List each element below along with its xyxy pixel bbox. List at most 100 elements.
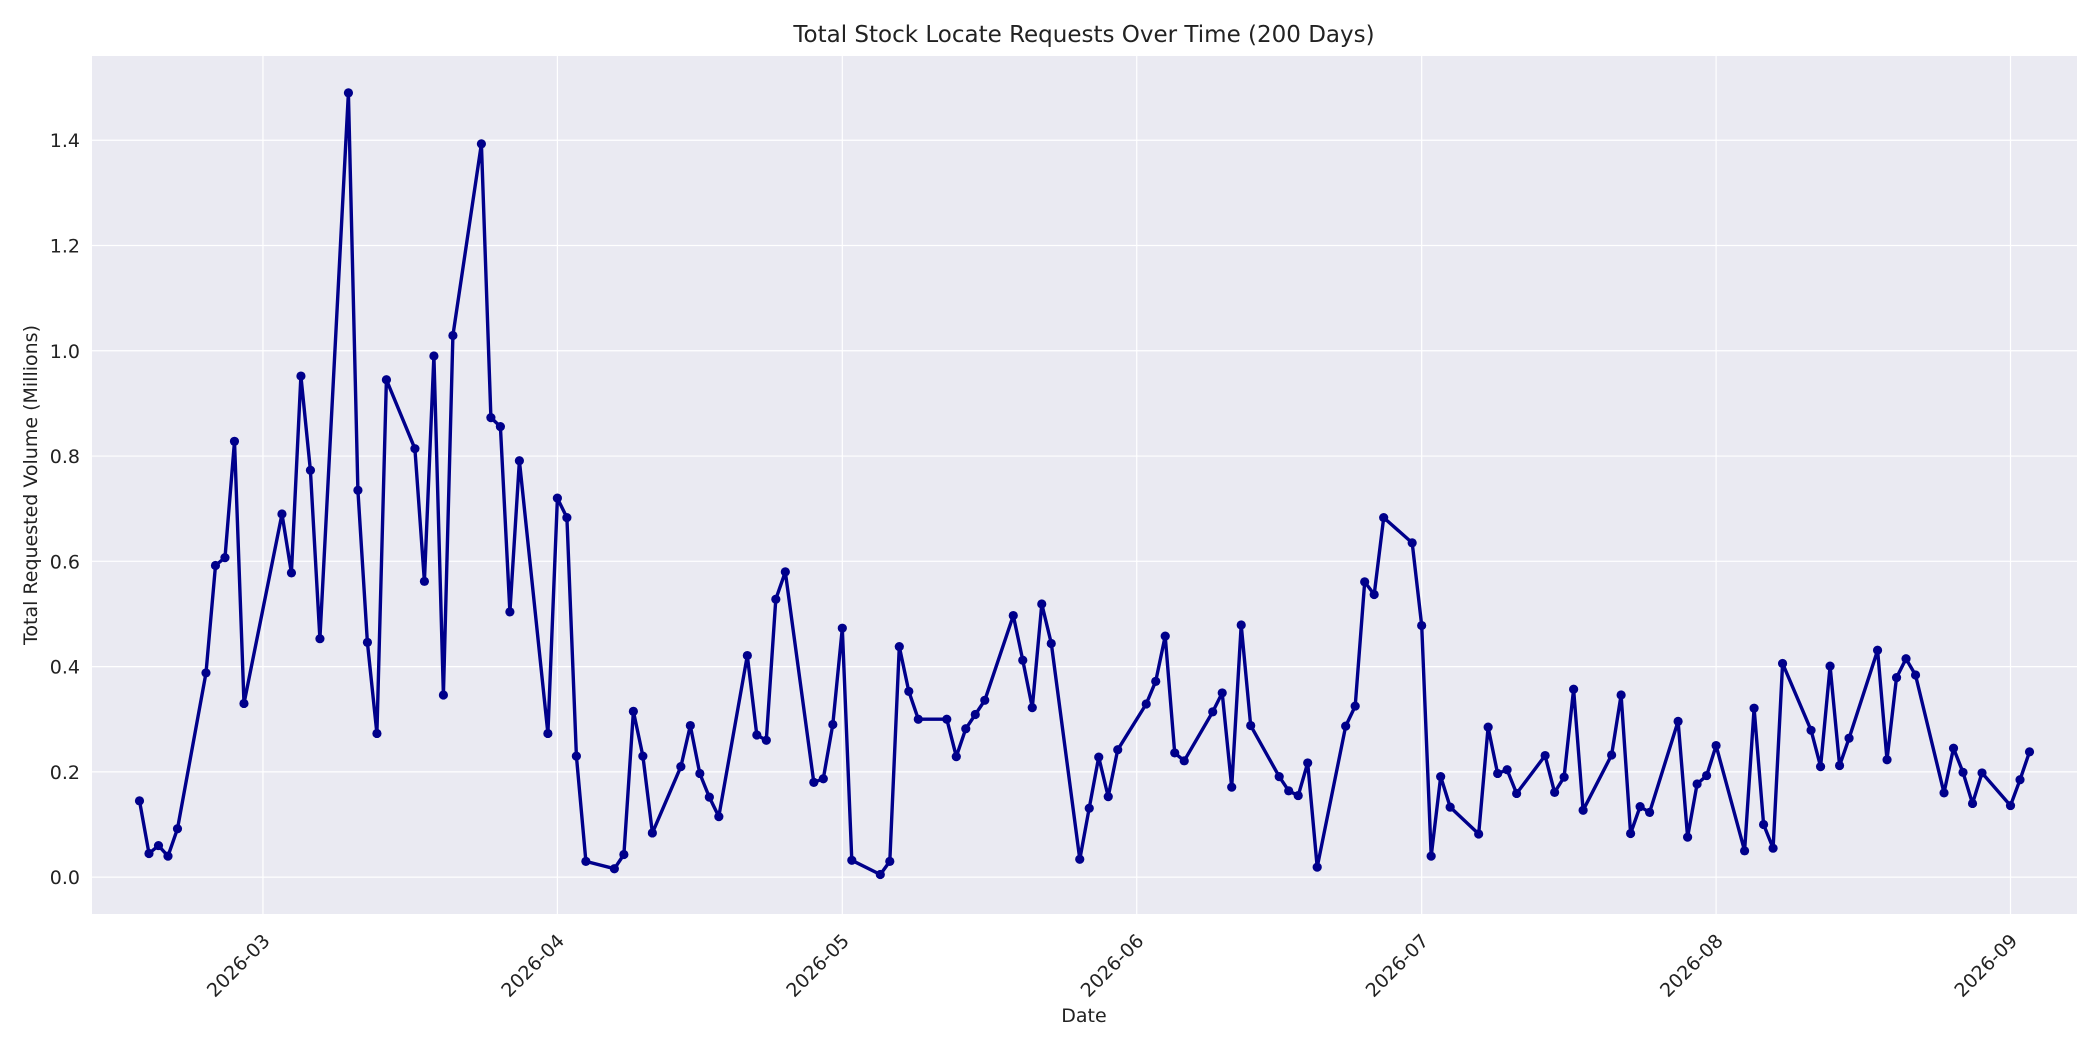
- data-point: [1958, 767, 1968, 778]
- data-point: [1701, 770, 1712, 781]
- data-point: [1626, 828, 1636, 839]
- data-point: [1027, 703, 1037, 713]
- data-point: [1882, 755, 1892, 765]
- data-point: [1540, 750, 1550, 761]
- data-point: [1939, 788, 1949, 798]
- data-point: [362, 637, 373, 647]
- chart-title: Total Stock Locate Requests Over Time (2…: [792, 22, 1374, 48]
- x-tick-label: 2026-08: [1656, 930, 1728, 1002]
- y-axis: 0.0 0.2 0.4 0.6 0.8 1.0 1.2 1.4: [50, 130, 80, 889]
- data-point: [1673, 716, 1683, 726]
- grid: [92, 56, 2077, 914]
- data-point: [818, 774, 828, 784]
- data-point: [210, 560, 221, 571]
- data-point: [476, 139, 487, 149]
- data-point: [1512, 788, 1522, 799]
- data-point: [286, 568, 297, 578]
- x-tick-label: 2026-06: [1077, 930, 1149, 1002]
- data-point: [1341, 721, 1351, 731]
- data-point: [904, 686, 914, 696]
- data-point: [1474, 829, 1484, 839]
- data-point: [1445, 802, 1455, 812]
- data-point: [1350, 701, 1360, 711]
- data-point: [714, 812, 724, 822]
- data-point: [419, 576, 430, 586]
- data-point: [1284, 786, 1294, 796]
- data-point: [1493, 768, 1503, 779]
- data-point: [1084, 803, 1094, 813]
- data-point: [885, 856, 895, 866]
- x-tick-label: 2026-03: [203, 930, 275, 1002]
- data-point: [704, 792, 714, 802]
- data-point: [685, 720, 695, 731]
- x-tick-label: 2026-04: [497, 930, 569, 1002]
- data-point: [1692, 779, 1702, 789]
- data-point: [343, 88, 354, 98]
- data-point: [1094, 752, 1104, 762]
- data-point: [752, 730, 762, 740]
- y-tick-label: 0.4: [50, 657, 80, 679]
- data-point: [1103, 792, 1113, 802]
- y-tick-label: 1.2: [50, 235, 80, 257]
- data-point: [1227, 782, 1237, 792]
- data-point: [562, 513, 572, 523]
- data-point: [353, 485, 363, 495]
- data-point: [1170, 748, 1180, 758]
- data-point: [438, 690, 449, 700]
- data-point: [1739, 846, 1750, 856]
- y-tick-label: 1.4: [50, 130, 80, 152]
- data-point: [315, 634, 325, 644]
- data-point: [1806, 725, 1816, 735]
- data-point: [1303, 758, 1313, 768]
- data-point: [828, 719, 838, 730]
- data-point: [1607, 750, 1617, 760]
- data-point: [1901, 654, 1911, 664]
- data-point: [410, 444, 420, 454]
- data-point: [1293, 790, 1303, 801]
- data-point: [1008, 610, 1018, 621]
- data-point: [2005, 800, 2016, 811]
- data-point: [894, 641, 904, 652]
- data-point: [448, 330, 458, 341]
- data-point: [296, 371, 306, 381]
- data-point: [1417, 620, 1427, 631]
- y-tick-label: 0.6: [50, 551, 80, 573]
- data-point: [1075, 854, 1085, 864]
- data-point: [571, 751, 581, 761]
- data-point: [609, 864, 619, 874]
- data-point: [638, 751, 648, 761]
- data-point: [1274, 772, 1284, 782]
- data-point: [1246, 720, 1256, 731]
- data-point: [1236, 620, 1246, 630]
- data-point: [552, 493, 562, 503]
- data-point: [543, 728, 553, 739]
- series-layer: [134, 88, 2035, 880]
- data-point: [372, 728, 382, 739]
- data-point: [1872, 645, 1883, 655]
- x-tick-label: 2026-05: [782, 930, 854, 1002]
- data-point: [1208, 707, 1218, 717]
- data-point: [1550, 787, 1560, 798]
- data-point: [172, 824, 183, 834]
- data-point: [913, 714, 923, 724]
- data-point: [1682, 832, 1693, 842]
- x-axis-label: Date: [1061, 1005, 1106, 1027]
- data-point: [837, 623, 847, 633]
- data-point: [942, 714, 952, 724]
- y-tick-label: 1.0: [50, 341, 80, 363]
- y-axis-label: Total Requested Volume (Millions): [20, 325, 42, 646]
- data-point: [1569, 684, 1579, 694]
- data-point: [1312, 862, 1322, 872]
- data-point: [229, 436, 240, 446]
- data-point: [1018, 655, 1028, 665]
- data-point: [163, 851, 173, 861]
- data-point: [742, 650, 752, 661]
- data-point: [771, 594, 781, 604]
- data-point: [1910, 670, 1921, 680]
- data-point: [780, 567, 790, 577]
- y-tick-label: 0.8: [50, 446, 80, 468]
- data-point: [1844, 733, 1854, 743]
- data-point: [153, 840, 164, 851]
- data-point: [1758, 819, 1769, 830]
